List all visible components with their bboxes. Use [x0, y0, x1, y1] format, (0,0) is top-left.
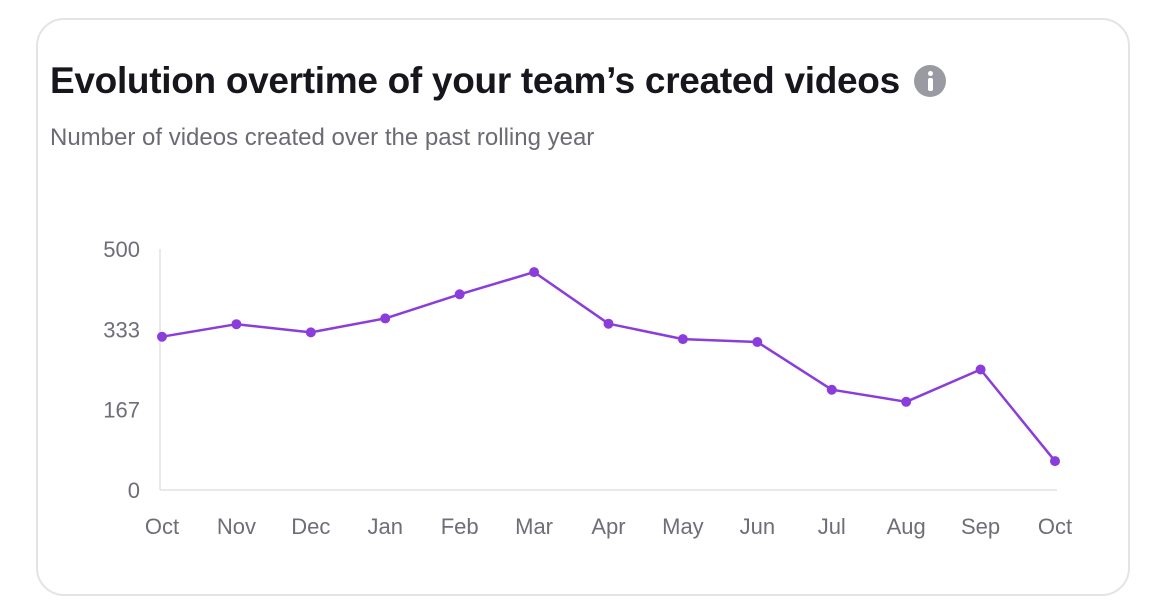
y-tick-label: 167 [103, 398, 140, 423]
chart-series [157, 267, 1060, 467]
x-tick-label: Feb [441, 514, 479, 539]
x-axis-ticks: Oct Nov Dec Jan Feb Mar Apr May Jun Jul Aug Sep Oct [145, 514, 1072, 539]
x-tick-label: Aug [887, 514, 926, 539]
x-tick-label: Oct [1038, 514, 1072, 539]
data-point [901, 396, 912, 407]
y-tick-label: 0 [128, 478, 140, 503]
x-tick-label: Oct [145, 514, 179, 539]
data-point [529, 267, 540, 278]
y-tick-label: 333 [103, 317, 140, 342]
data-point [975, 364, 986, 375]
x-tick-label: Nov [217, 514, 256, 539]
title-row: Evolution overtime of your team’s create… [50, 60, 946, 102]
series-line [160, 270, 1057, 463]
data-point [826, 384, 837, 395]
y-axis-ticks: 0 167 333 500 [103, 237, 140, 503]
chart-axes [159, 249, 1057, 491]
x-tick-label: Jul [818, 514, 846, 539]
data-point [752, 337, 763, 348]
data-point [454, 289, 465, 300]
x-tick-label: Apr [591, 514, 625, 539]
data-point [231, 319, 242, 330]
data-point [1050, 456, 1060, 467]
data-point [677, 334, 688, 345]
info-icon[interactable] [913, 65, 946, 97]
data-point [305, 327, 316, 338]
x-tick-label: May [662, 514, 704, 539]
x-tick-label: Sep [961, 514, 1000, 539]
x-tick-label: Jun [740, 514, 775, 539]
x-tick-label: Jan [368, 514, 403, 539]
chart-subtitle: Number of videos created over the past r… [50, 124, 595, 151]
data-point [380, 313, 391, 324]
data-point [157, 331, 167, 342]
data-point [603, 318, 614, 329]
y-tick-label: 500 [103, 237, 140, 262]
chart-title: Evolution overtime of your team’s create… [50, 60, 900, 101]
x-tick-label: Dec [291, 514, 330, 539]
x-tick-label: Mar [515, 514, 553, 539]
